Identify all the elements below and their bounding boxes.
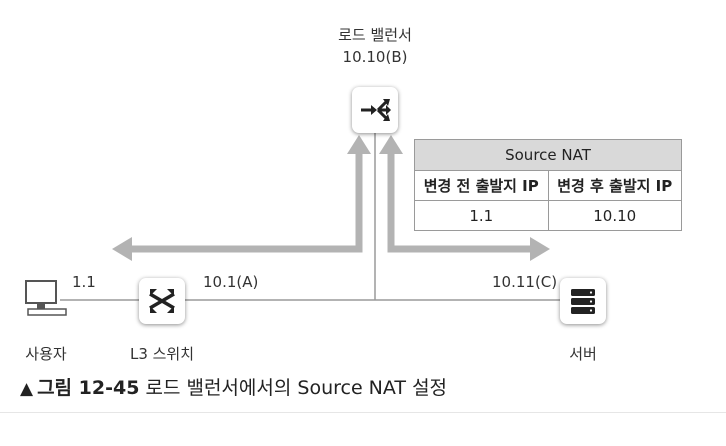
server-label: 서버 [569,345,597,363]
caption-text: 로드 밸런서에서의 Source NAT 설정 [145,377,448,399]
load-balancer-label: 로드 밸런서 [338,26,412,44]
user-ip: 1.1 [72,273,96,291]
switch-icon [149,289,175,313]
arrow-head-up-left [347,135,371,154]
forward-arrow-path [387,150,533,253]
source-nat-table: Source NAT 변경 전 출발지 IP 변경 후 출발지 IP 1.1 1… [414,139,682,231]
table-row: 1.1 10.10 [414,200,682,231]
load-balancer-ip: 10.10(B) [342,48,408,66]
arrow-head-left [112,237,132,261]
computer-icon [25,280,67,316]
arrow-head-up-right [379,135,403,154]
load-balancer-device [352,87,398,133]
user-label: 사용자 [25,345,67,363]
nat-table-title: Source NAT [414,139,682,171]
l3-switch-label: L3 스위치 [129,345,195,363]
nat-cell-after: 10.10 [547,200,682,231]
nat-header-before: 변경 전 출발지 IP [414,170,549,201]
load-balancer-icon [361,99,391,121]
nat-header-after: 변경 후 출발지 IP [547,170,682,201]
request-arrow-path [130,150,363,253]
caption-figure-number: 그림 12-45 [37,377,140,399]
nat-cell-before: 1.1 [414,200,549,231]
l3-switch-ip: 10.1(A) [203,273,259,291]
bottom-divider [0,412,726,413]
server-icon [571,289,595,314]
caption-triangle-icon: ▲ [20,379,34,399]
server-device [560,278,606,324]
arrow-head-right [530,237,550,261]
server-ip: 10.11(C) [492,273,558,291]
figure-caption: ▲ 그림 12-45 로드 밸런서에서의 Source NAT 설정 [20,373,447,400]
l3-switch-device [139,278,185,324]
